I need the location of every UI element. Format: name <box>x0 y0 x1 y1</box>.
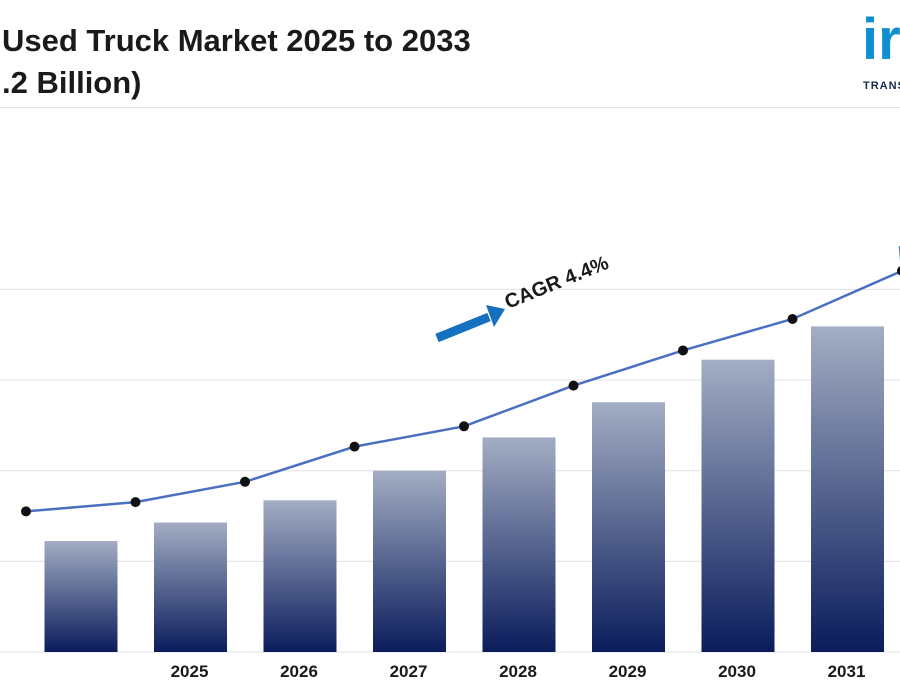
marker-2032 <box>897 266 900 276</box>
chart-title-line-1: Used Truck Market 2025 to 2033 <box>2 23 471 58</box>
x-tick-labels: 20252026202720282029203020312032 <box>171 662 866 681</box>
bar-2026 <box>263 500 337 652</box>
bars <box>44 326 884 652</box>
markers <box>21 266 900 517</box>
marker-2031 <box>787 314 798 324</box>
bar-2031 <box>811 326 884 652</box>
tick-label-2027: 2027 <box>390 662 428 681</box>
bar-2027 <box>373 470 446 652</box>
cagr-arrow-head <box>486 305 505 327</box>
bar-2028 <box>482 437 556 652</box>
chart-title-line-2: .2 Billion) <box>2 65 142 100</box>
brand-logo-mark: ir <box>862 8 900 72</box>
tick-label-2030: 2030 <box>718 662 756 681</box>
marker-2024 <box>21 506 31 517</box>
bar-2030 <box>701 359 775 652</box>
tick-label-2029: 2029 <box>609 662 647 681</box>
marker-2028 <box>459 421 469 432</box>
bar-2029 <box>592 402 665 652</box>
tick-label-2028: 2028 <box>499 662 537 681</box>
header-divider <box>0 107 900 108</box>
marker-2027 <box>349 441 360 452</box>
trend-line <box>25 245 900 513</box>
marker-2025 <box>130 497 141 508</box>
tick-label-2025: 2025 <box>171 662 209 681</box>
cagr-arrow-shaft <box>435 312 491 343</box>
marker-2030 <box>678 345 688 356</box>
marker-2029 <box>568 380 579 391</box>
marker-2026 <box>240 476 250 487</box>
cagr-label: CAGR 4.4% <box>502 252 612 314</box>
bar-2025 <box>154 522 227 652</box>
chart-title: Used Truck Market 2025 to 2033 .2 Billio… <box>2 20 471 104</box>
brand-logo: ir TRANS <box>862 8 900 94</box>
brand-logo-subtext: TRANS <box>863 80 900 92</box>
cagr-annotation: CAGR 4.4% <box>435 252 612 343</box>
trend-line-group <box>25 245 900 513</box>
bar-2024 <box>44 541 118 652</box>
tick-label-2026: 2026 <box>280 662 318 681</box>
tick-label-2031: 2031 <box>828 662 866 681</box>
